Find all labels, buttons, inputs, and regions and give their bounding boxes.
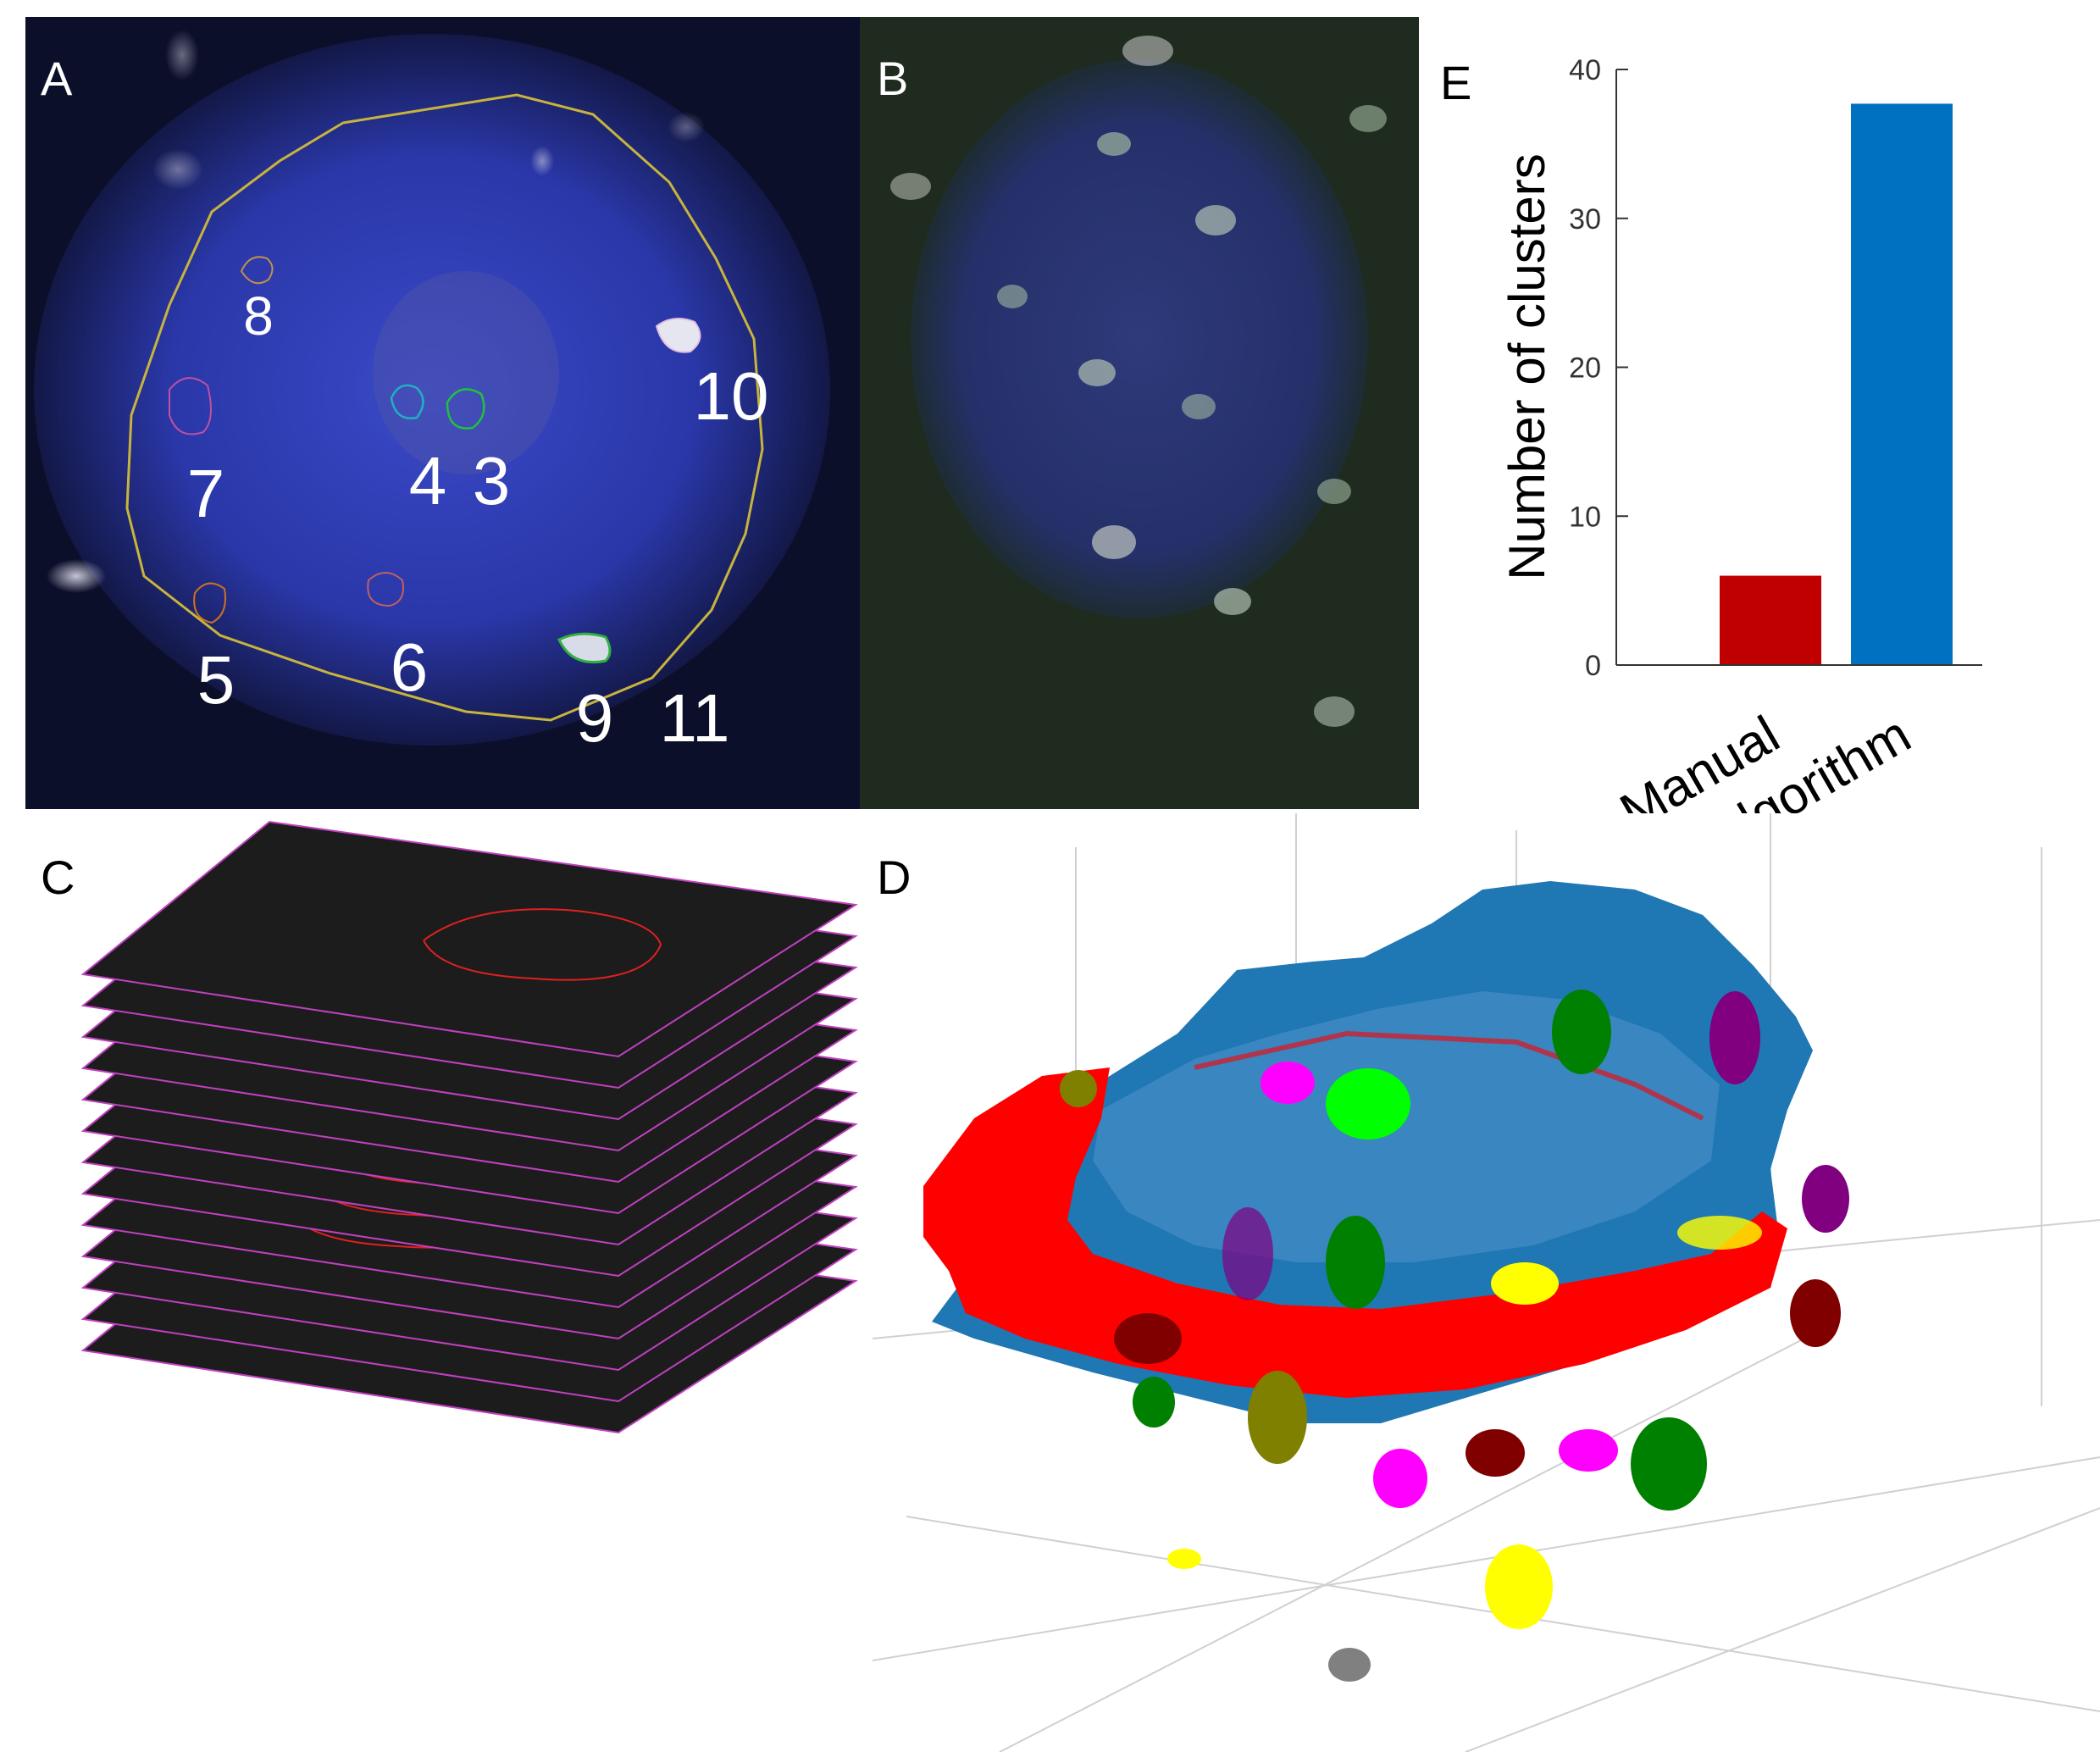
cluster-spot — [1214, 588, 1251, 615]
cluster-blob — [1552, 990, 1611, 1074]
cluster-blob — [1167, 1549, 1201, 1569]
cluster-6-outline — [367, 572, 404, 607]
cluster-label-11: 11 — [659, 680, 729, 756]
cluster-spot — [1122, 36, 1173, 66]
nucleolus-region — [373, 271, 559, 474]
y-tick-label: 40 — [1569, 54, 1601, 86]
cluster-spot — [1078, 359, 1116, 386]
cluster-spot — [997, 285, 1028, 308]
nucleus-region — [34, 34, 830, 746]
cluster-label-4: 4 — [409, 443, 447, 518]
background-spot — [165, 30, 199, 80]
y-tick-label: 30 — [1569, 203, 1601, 236]
mesh-red-inner-lines — [1194, 1030, 1704, 1121]
panel-d: D — [873, 813, 2100, 1752]
cluster-blob — [1485, 1544, 1553, 1629]
cluster-blob — [1631, 1417, 1707, 1511]
cluster-5-outline — [193, 582, 226, 624]
cluster-blob — [1466, 1429, 1525, 1477]
panel-letter-e: E — [1440, 56, 1472, 109]
panel-letter-a: A — [41, 52, 73, 105]
cluster-label-6: 6 — [391, 629, 429, 705]
cluster-blob — [1802, 1165, 1849, 1233]
y-tick-label: 0 — [1585, 650, 1601, 682]
mesh-3d-plot — [873, 813, 2100, 1752]
cluster-blob — [1060, 1070, 1097, 1107]
cluster-blob — [1326, 1068, 1410, 1139]
cluster-spot — [1314, 696, 1355, 727]
cell-outline — [125, 93, 764, 722]
background-spot — [47, 559, 106, 593]
cluster-label-9: 9 — [576, 680, 614, 756]
cluster-7-outline — [169, 377, 212, 435]
cluster-blob — [1677, 1216, 1762, 1250]
background-spot — [152, 149, 203, 190]
y-axis-label: Number of clusters — [1499, 153, 1555, 580]
cluster-blob — [1222, 1207, 1273, 1300]
panel-a-image: 8 10 7 4 3 5 6 9 11 — [25, 17, 860, 809]
y-tick-label: 10 — [1569, 501, 1601, 533]
panel-letter-b: B — [877, 52, 909, 105]
y-tick-label: 20 — [1569, 352, 1601, 385]
panel-letter-d: D — [877, 851, 911, 904]
cluster-label-8: 8 — [243, 286, 274, 347]
panel-c: C — [25, 813, 873, 1752]
cluster-label-10: 10 — [694, 358, 769, 434]
cluster-9-outline — [557, 632, 612, 664]
cluster-blob — [1133, 1377, 1175, 1428]
cluster-label-3: 3 — [473, 443, 511, 518]
cluster-spot — [1092, 525, 1136, 559]
cluster-4-outline — [390, 384, 424, 419]
cluster-blob — [1248, 1371, 1307, 1464]
background-spot — [668, 112, 705, 142]
cluster-spot — [1182, 394, 1216, 419]
bar-algorithm — [1851, 103, 1953, 666]
cluster-spot — [1317, 479, 1351, 504]
panel-letter-c: C — [41, 851, 75, 904]
cluster-blob — [1326, 1216, 1385, 1309]
background-spot — [530, 146, 554, 176]
panel-a: 8 10 7 4 3 5 6 9 11 A — [25, 17, 860, 809]
bar-manual — [1720, 575, 1821, 665]
cluster-8-outline — [240, 256, 274, 285]
cluster-spot — [1097, 132, 1131, 156]
cluster-10-outline — [655, 318, 701, 353]
slice-contour — [423, 908, 662, 981]
cluster-spot — [1349, 105, 1387, 132]
cluster-spot — [1195, 205, 1236, 236]
cluster-label-5: 5 — [197, 642, 235, 718]
image-slice — [80, 820, 858, 1058]
cluster-blob — [1491, 1262, 1559, 1305]
cluster-blob — [1559, 1429, 1618, 1472]
slice-stack — [80, 820, 858, 1434]
panel-b-image — [860, 17, 1419, 809]
cluster-label-7: 7 — [187, 456, 225, 531]
cluster-blob — [1328, 1648, 1371, 1682]
panel-b: B — [860, 17, 1419, 809]
panel-e: E 0 10 20 30 40 Manual Algorithm Number of cl… — [1423, 17, 2100, 890]
cluster-blob — [1114, 1313, 1182, 1364]
cluster-spot — [890, 173, 931, 200]
cluster-3-outline — [446, 388, 485, 430]
cluster-blobs — [1060, 990, 1849, 1682]
cluster-blob — [1790, 1279, 1841, 1347]
nucleus-region — [911, 59, 1368, 618]
cluster-blob — [1261, 1062, 1315, 1104]
cluster-blob — [1709, 991, 1760, 1084]
cluster-blob — [1373, 1449, 1427, 1508]
